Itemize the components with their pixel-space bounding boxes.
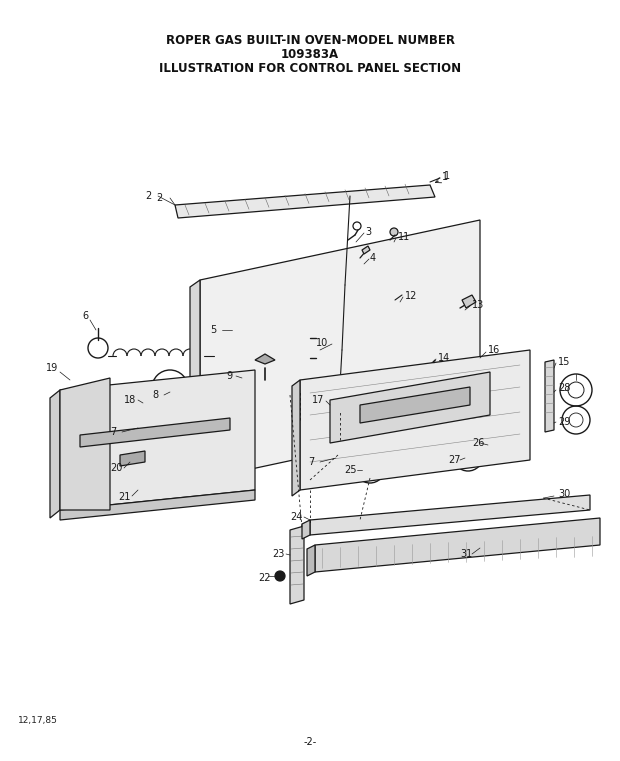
Text: 19: 19 bbox=[46, 363, 58, 373]
Polygon shape bbox=[545, 360, 554, 432]
Text: 24: 24 bbox=[290, 512, 303, 522]
Polygon shape bbox=[60, 490, 255, 520]
Polygon shape bbox=[360, 387, 470, 423]
Text: 12,17,85: 12,17,85 bbox=[18, 715, 58, 724]
Polygon shape bbox=[175, 185, 435, 218]
Text: 8: 8 bbox=[152, 390, 158, 400]
Text: 30: 30 bbox=[558, 489, 570, 499]
Polygon shape bbox=[255, 354, 275, 364]
Text: 31: 31 bbox=[460, 549, 472, 559]
Text: 2: 2 bbox=[156, 193, 162, 203]
Polygon shape bbox=[330, 372, 490, 443]
Text: 16: 16 bbox=[488, 345, 500, 355]
Polygon shape bbox=[315, 518, 600, 572]
Polygon shape bbox=[143, 396, 162, 408]
Polygon shape bbox=[307, 545, 315, 576]
Circle shape bbox=[485, 440, 495, 450]
Text: 29: 29 bbox=[558, 417, 570, 427]
Circle shape bbox=[461, 449, 475, 463]
Text: 17: 17 bbox=[312, 395, 324, 405]
Text: 3: 3 bbox=[365, 227, 371, 237]
Text: 26: 26 bbox=[472, 438, 484, 448]
Polygon shape bbox=[60, 378, 110, 510]
Polygon shape bbox=[462, 295, 476, 308]
Text: 6: 6 bbox=[82, 311, 88, 321]
Polygon shape bbox=[310, 495, 590, 535]
Text: 1: 1 bbox=[442, 172, 448, 182]
Text: 109383A: 109383A bbox=[281, 47, 339, 61]
Text: 10: 10 bbox=[316, 338, 328, 348]
Text: 15: 15 bbox=[558, 357, 570, 367]
Text: 5: 5 bbox=[210, 325, 216, 335]
Polygon shape bbox=[292, 380, 300, 496]
Polygon shape bbox=[200, 220, 480, 480]
Text: 1: 1 bbox=[444, 171, 450, 181]
Text: 9: 9 bbox=[226, 371, 232, 381]
Text: 28: 28 bbox=[558, 383, 570, 393]
Polygon shape bbox=[140, 407, 162, 428]
Text: ILLUSTRATION FOR CONTROL PANEL SECTION: ILLUSTRATION FOR CONTROL PANEL SECTION bbox=[159, 62, 461, 75]
Polygon shape bbox=[120, 451, 145, 466]
Polygon shape bbox=[190, 280, 200, 487]
Circle shape bbox=[345, 415, 355, 425]
Text: 11: 11 bbox=[398, 232, 410, 242]
Polygon shape bbox=[302, 520, 310, 539]
Text: 2: 2 bbox=[145, 191, 151, 201]
Polygon shape bbox=[300, 350, 530, 490]
Circle shape bbox=[240, 373, 250, 383]
Text: 12: 12 bbox=[405, 291, 417, 301]
Circle shape bbox=[363, 461, 377, 475]
Text: ROPER GAS BUILT-IN OVEN-MODEL NUMBER: ROPER GAS BUILT-IN OVEN-MODEL NUMBER bbox=[166, 33, 454, 46]
Text: 7: 7 bbox=[308, 457, 314, 467]
Circle shape bbox=[162, 380, 178, 396]
Text: 13: 13 bbox=[472, 300, 484, 310]
Polygon shape bbox=[362, 246, 370, 254]
Text: 27: 27 bbox=[448, 455, 461, 465]
Text: 18: 18 bbox=[124, 395, 136, 405]
Circle shape bbox=[275, 571, 285, 581]
Text: 20: 20 bbox=[110, 463, 122, 473]
Text: 22: 22 bbox=[258, 573, 270, 583]
Polygon shape bbox=[290, 526, 304, 604]
Text: -2-: -2- bbox=[303, 737, 317, 747]
Text: 23: 23 bbox=[272, 549, 285, 559]
Polygon shape bbox=[338, 445, 357, 465]
Polygon shape bbox=[60, 370, 255, 510]
Text: 14: 14 bbox=[438, 353, 450, 363]
Text: 25: 25 bbox=[344, 465, 356, 475]
Text: 4: 4 bbox=[370, 253, 376, 263]
Text: 7: 7 bbox=[110, 427, 117, 437]
Text: 21: 21 bbox=[118, 492, 130, 502]
Circle shape bbox=[390, 228, 398, 236]
Polygon shape bbox=[80, 418, 230, 447]
Polygon shape bbox=[50, 390, 60, 518]
Circle shape bbox=[475, 393, 485, 403]
